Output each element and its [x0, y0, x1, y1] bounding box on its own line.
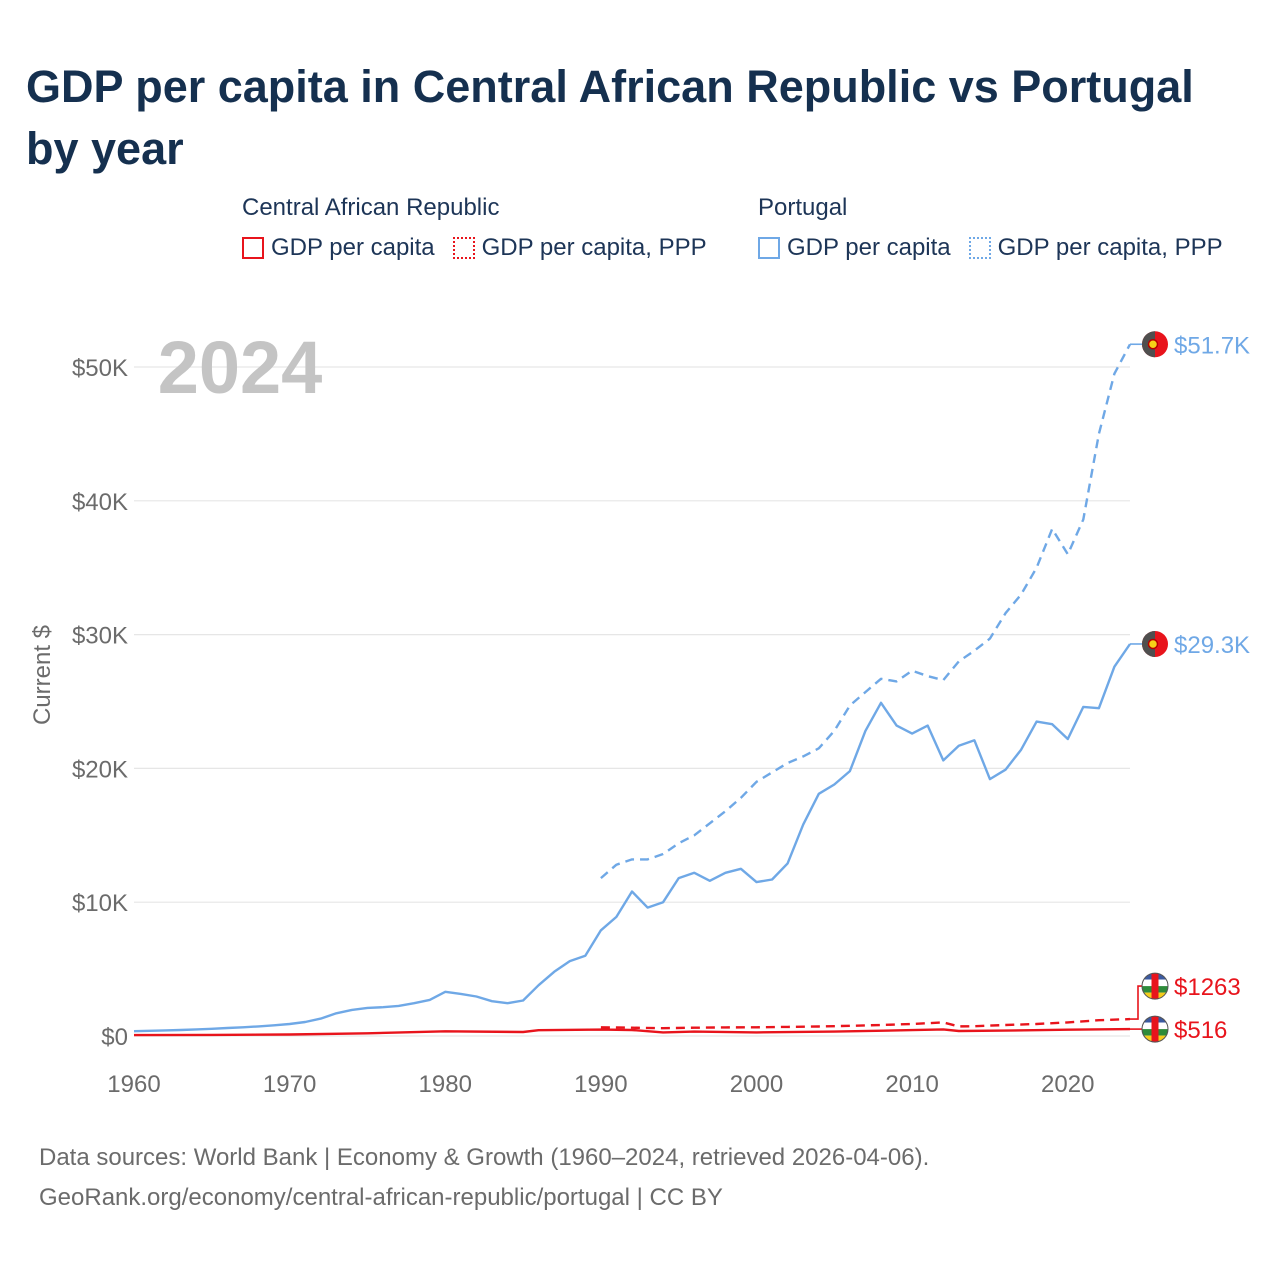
x-tick-label: 2020 [1041, 1071, 1094, 1098]
central-african-republic-flag-icon [1142, 973, 1168, 1000]
y-tick-label: $30K [72, 623, 128, 650]
year-watermark: 2024 [158, 326, 323, 409]
legend-item-label: GDP per capita, PPP [481, 234, 707, 261]
x-tick-label: 1990 [574, 1071, 627, 1098]
legend-swatch-solid [758, 237, 780, 259]
footer: Data sources: World Bank | Economy & Gro… [39, 1138, 929, 1218]
legend-group-portugal: Portugal GDP per capita GDP per capita, … [758, 194, 1241, 262]
legend-item-label: GDP per capita, PPP [997, 234, 1223, 261]
legend-item-portugal-gdp[interactable]: GDP per capita [758, 234, 951, 262]
series-line [600, 343, 1132, 880]
y-tick-label: $40K [72, 489, 128, 516]
footer-link[interactable]: GeoRank.org/economy/central-african-repu… [39, 1184, 723, 1211]
central-african-republic-flag-icon [1142, 1016, 1168, 1043]
series-end-label: $1263 [1174, 974, 1241, 1001]
y-axis-label: Current $ [29, 625, 56, 725]
x-tick-label: 1980 [419, 1071, 472, 1098]
series-line [133, 643, 1131, 1033]
x-tick-label: 1960 [107, 1071, 160, 1098]
legend-item-label: GDP per capita [271, 234, 435, 261]
legend-group-central-african-republic: Central African Republic GDP per capita … [242, 194, 725, 262]
series-end-label: $516 [1174, 1017, 1227, 1044]
y-tick-label: $50K [72, 355, 128, 382]
legend-item-car-gdp-ppp[interactable]: GDP per capita, PPP [452, 234, 707, 262]
legend-item-label: GDP per capita [787, 234, 951, 261]
series-line [133, 1027, 1131, 1037]
series-end-label: $51.7K [1174, 332, 1250, 359]
footer-sources: Data sources: World Bank | Economy & Gro… [39, 1144, 930, 1171]
series-line [600, 1017, 1131, 1030]
legend-group-name: Portugal [758, 194, 848, 221]
legend-group-name: Central African Republic [242, 194, 500, 221]
series-end-label: $29.3K [1174, 632, 1250, 659]
legend-item-car-gdp[interactable]: GDP per capita [242, 234, 435, 262]
legend-swatch-solid [242, 237, 264, 259]
leader-line [1130, 985, 1142, 1020]
chart-title: GDP per capita in Central African Republ… [26, 61, 1194, 174]
x-tick-label: 2000 [730, 1071, 783, 1098]
x-tick-label: 2010 [885, 1071, 938, 1098]
y-tick-label: $10K [72, 890, 128, 917]
legend-swatch-dotted [452, 237, 475, 259]
y-tick-label: $0 [101, 1024, 128, 1051]
legend-item-portugal-gdp-ppp[interactable]: GDP per capita, PPP [968, 234, 1223, 262]
legend-swatch-dotted [968, 237, 991, 259]
y-tick-label: $20K [72, 756, 128, 783]
x-tick-label: 1970 [263, 1071, 316, 1098]
